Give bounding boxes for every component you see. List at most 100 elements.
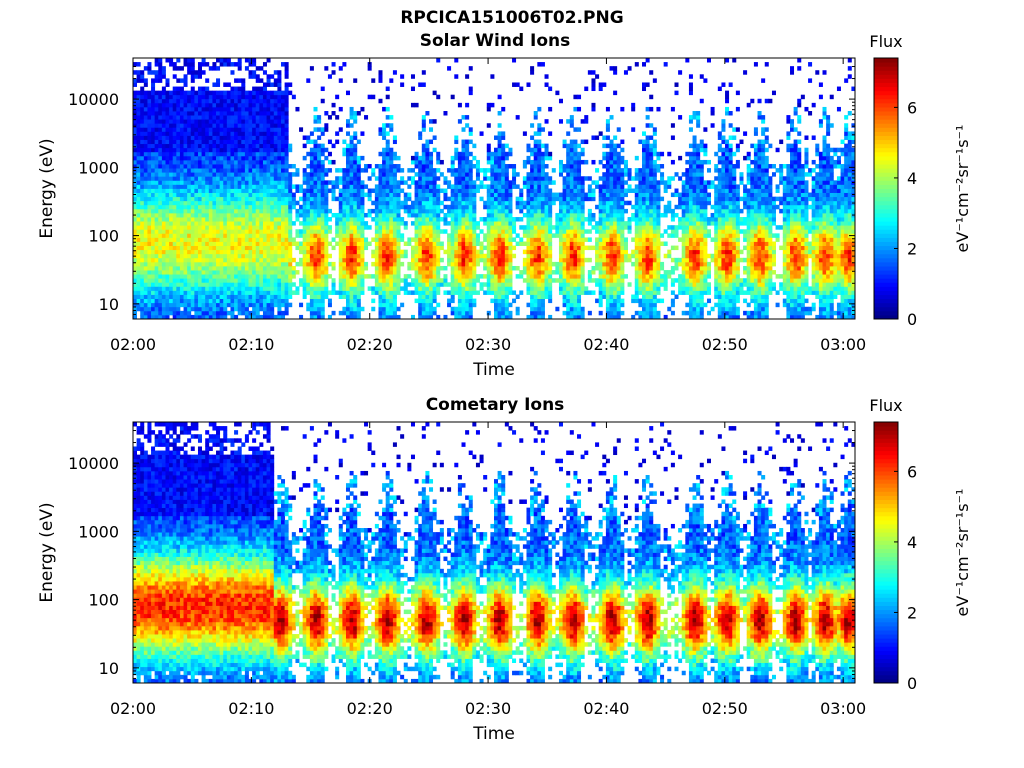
spectrogram-cell — [151, 257, 156, 263]
spectrogram-cell — [190, 302, 195, 308]
spectrogram-cell — [266, 127, 271, 132]
spectrogram-cell — [342, 192, 347, 198]
spectrogram-cell — [183, 245, 188, 251]
spectrogram-cell — [342, 294, 347, 300]
spectrogram-cell — [234, 229, 239, 234]
spectrogram-cell — [151, 151, 156, 157]
spectrogram-cell — [172, 192, 177, 198]
spectrogram-cell — [273, 119, 278, 124]
spectrogram-cell — [317, 204, 322, 210]
spectrogram-cell — [226, 123, 231, 128]
spectrogram-cell — [356, 282, 361, 287]
spectrogram-cell — [288, 274, 293, 279]
spectrogram-cell — [190, 249, 195, 255]
spectrogram-cell — [396, 270, 401, 275]
spectrogram-cell — [270, 229, 275, 234]
spectrogram-cell — [176, 106, 181, 112]
spectrogram-cell — [226, 208, 231, 214]
spectrogram-cell — [320, 151, 325, 157]
spectrogram-cell — [378, 172, 383, 177]
spectrogram-cell — [504, 172, 509, 177]
spectrogram-cell — [327, 302, 332, 308]
spectrogram-cell — [161, 241, 166, 246]
spectrogram-cell — [504, 314, 509, 320]
spectrogram-cell — [143, 94, 148, 100]
spectrogram-cell — [161, 172, 166, 177]
spectrogram-cell — [385, 217, 390, 222]
spectrogram-cell — [262, 306, 267, 312]
spectrogram-cell — [197, 229, 202, 234]
spectrogram-cell — [190, 274, 195, 279]
spectrogram-cell — [205, 217, 210, 222]
spectrogram-cell — [230, 176, 235, 181]
spectrogram-cell — [472, 249, 477, 255]
spectrogram-cell — [400, 200, 405, 206]
spectrogram-cell — [356, 253, 361, 259]
spectrogram-cell — [284, 200, 289, 206]
spectrogram-cell — [176, 212, 181, 218]
spectrogram-cell — [205, 127, 210, 132]
spectrogram-cell — [324, 200, 329, 206]
spectrogram-cell — [410, 204, 415, 210]
spectrogram-cell — [234, 172, 239, 177]
spectrogram-cell — [234, 200, 239, 206]
spectrogram-cell — [266, 180, 271, 185]
spectrogram-cell — [349, 302, 354, 308]
spectrogram-cell — [544, 274, 549, 279]
spectrogram-cell — [429, 245, 434, 251]
spectrogram-cell — [385, 294, 390, 300]
spectrogram-cell — [179, 159, 184, 165]
spectrogram-cell — [414, 151, 419, 157]
spectrogram-cell — [216, 184, 221, 189]
spectrogram-cell — [353, 306, 358, 312]
spectrogram-cell — [364, 237, 369, 242]
spectrogram-cell — [432, 245, 437, 251]
spectrogram-cell — [212, 62, 217, 67]
spectrogram-cell — [327, 298, 332, 304]
spectrogram-cell — [248, 176, 253, 181]
spectrogram-cell — [165, 306, 170, 312]
spectrogram-cell — [255, 78, 260, 83]
spectrogram-cell — [421, 294, 426, 300]
spectrogram-cell — [266, 217, 271, 222]
spectrogram-cell — [479, 196, 484, 202]
spectrogram-cell — [342, 204, 347, 210]
spectrogram-cell — [172, 204, 177, 210]
spectrogram-cell — [158, 78, 163, 83]
spectrogram-cell — [226, 249, 231, 255]
spectrogram-cell — [277, 261, 282, 267]
spectrogram-cell — [216, 172, 221, 177]
spectrogram-cell — [179, 123, 184, 128]
spectrogram-cell — [136, 290, 141, 295]
spectrogram-cell — [208, 159, 213, 165]
spectrogram-cell — [161, 131, 166, 136]
spectrogram-cell — [436, 212, 441, 218]
spectrogram-cell — [248, 94, 253, 100]
spectrogram-cell — [378, 188, 383, 193]
spectrogram-cell — [230, 282, 235, 287]
spectrogram-cell — [190, 143, 195, 149]
spectrogram-cell — [176, 131, 181, 136]
spectrogram-cell — [421, 172, 426, 177]
spectrogram-cell — [537, 229, 542, 234]
spectrogram-cell — [421, 261, 426, 267]
spectrogram-cell — [349, 298, 354, 304]
spectrogram-cell — [194, 176, 199, 181]
spectrogram-cell — [418, 131, 423, 136]
spectrogram-cell — [140, 278, 145, 283]
spectrogram-cell — [161, 270, 166, 275]
spectrogram-cell — [151, 111, 156, 116]
spectrogram-cell — [385, 94, 390, 100]
spectrogram-cell — [255, 298, 260, 304]
spectrogram-cell — [436, 270, 441, 275]
spectrogram-cell — [234, 102, 239, 108]
spectrogram-cell — [169, 164, 174, 169]
spectrogram-cell — [234, 217, 239, 222]
spectrogram-cell — [302, 168, 307, 173]
spectrogram-cell — [486, 176, 491, 181]
spectrogram-cell — [241, 200, 246, 206]
spectrogram-cell — [327, 115, 332, 120]
spectrogram-cell — [439, 188, 444, 193]
spectrogram-cell — [140, 143, 145, 149]
spectrogram-cell — [183, 212, 188, 218]
